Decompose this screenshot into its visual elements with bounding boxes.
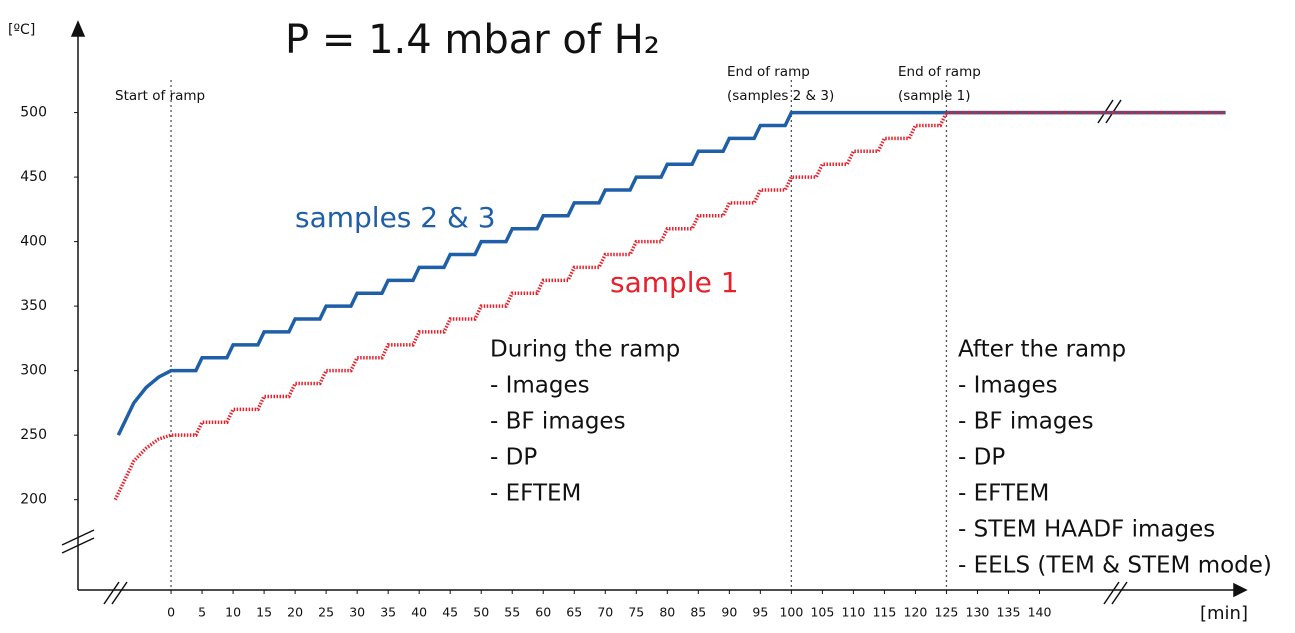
- x-tick-label: 0: [167, 605, 175, 620]
- x-tick-label: 75: [628, 605, 644, 620]
- ramp-label: End of ramp: [727, 64, 810, 80]
- ramp-label: End of ramp: [898, 64, 981, 80]
- x-tick-label: 85: [690, 605, 706, 620]
- x-tick-label: 135: [997, 605, 1021, 620]
- x-tick-label: 20: [287, 605, 303, 620]
- x-tick-label: 35: [380, 605, 396, 620]
- y-arrow: [70, 20, 86, 37]
- x-tick-label: 95: [752, 605, 768, 620]
- y-axis-label: [ºC]: [8, 22, 35, 38]
- ramp-label: Start of ramp: [115, 88, 205, 104]
- x-tick-label: 105: [810, 605, 834, 620]
- series-label: samples 2 & 3: [295, 201, 496, 234]
- x-tick-label: 50: [473, 605, 489, 620]
- x-tick-label: 65: [566, 605, 582, 620]
- ramp-label: (sample 1): [898, 88, 971, 104]
- note-item: - EFTEM: [490, 481, 581, 507]
- x-tick-label: 80: [659, 605, 675, 620]
- note-title: After the ramp: [958, 337, 1126, 363]
- note-item: - EELS (TEM & STEM mode): [958, 553, 1272, 579]
- note-item: - DP: [490, 445, 537, 471]
- ramp-label: (samples 2 & 3): [727, 88, 834, 104]
- x-arrow: [1233, 582, 1248, 598]
- x-tick-label: 45: [442, 605, 458, 620]
- note-item: - STEM HAADF images: [958, 517, 1215, 543]
- x-tick-label: 125: [935, 605, 959, 620]
- y-tick-label: 450: [20, 169, 47, 185]
- x-tick-label: 25: [318, 605, 334, 620]
- note-item: - BF images: [490, 409, 626, 435]
- x-break: [1103, 581, 1128, 605]
- note-title: During the ramp: [490, 337, 680, 363]
- y-tick-label: 250: [20, 427, 47, 443]
- x-tick-label: 10: [225, 605, 241, 620]
- note-item: - DP: [958, 445, 1005, 471]
- x-tick-label: 15: [256, 605, 272, 620]
- x-tick-label: 90: [721, 605, 737, 620]
- series-line: [116, 110, 1226, 436]
- x-tick-label: 70: [597, 605, 613, 620]
- x-tick-label: 115: [872, 605, 896, 620]
- y-tick-label: 350: [20, 298, 47, 314]
- x-tick-label: 120: [904, 605, 928, 620]
- series-line: [113, 110, 1226, 501]
- x-tick-label: 110: [841, 605, 865, 620]
- x-tick-label: 40: [411, 605, 427, 620]
- y-tick-label: 400: [20, 234, 47, 250]
- y-tick-label: 500: [20, 105, 47, 121]
- x-tick-label: 30: [349, 605, 365, 620]
- y-tick-label: 200: [20, 492, 47, 508]
- chart-title: P = 1.4 mbar of H₂: [285, 17, 660, 63]
- x-tick-label: 130: [966, 605, 990, 620]
- x-tick-label: 55: [504, 605, 520, 620]
- x-tick-label: 5: [198, 605, 206, 620]
- note-item: - BF images: [958, 409, 1094, 435]
- note-item: - Images: [490, 373, 590, 399]
- note-item: - EFTEM: [958, 481, 1049, 507]
- note-item: - Images: [958, 373, 1058, 399]
- series-label: sample 1: [610, 266, 739, 299]
- x-tick-label: 100: [779, 605, 803, 620]
- y-break: [61, 529, 95, 554]
- y-tick-label: 300: [20, 363, 47, 379]
- x-axis-label: [min]: [1200, 603, 1248, 624]
- x-tick-label: 140: [1028, 605, 1052, 620]
- x-tick-label: 60: [535, 605, 551, 620]
- x-break: [103, 581, 128, 605]
